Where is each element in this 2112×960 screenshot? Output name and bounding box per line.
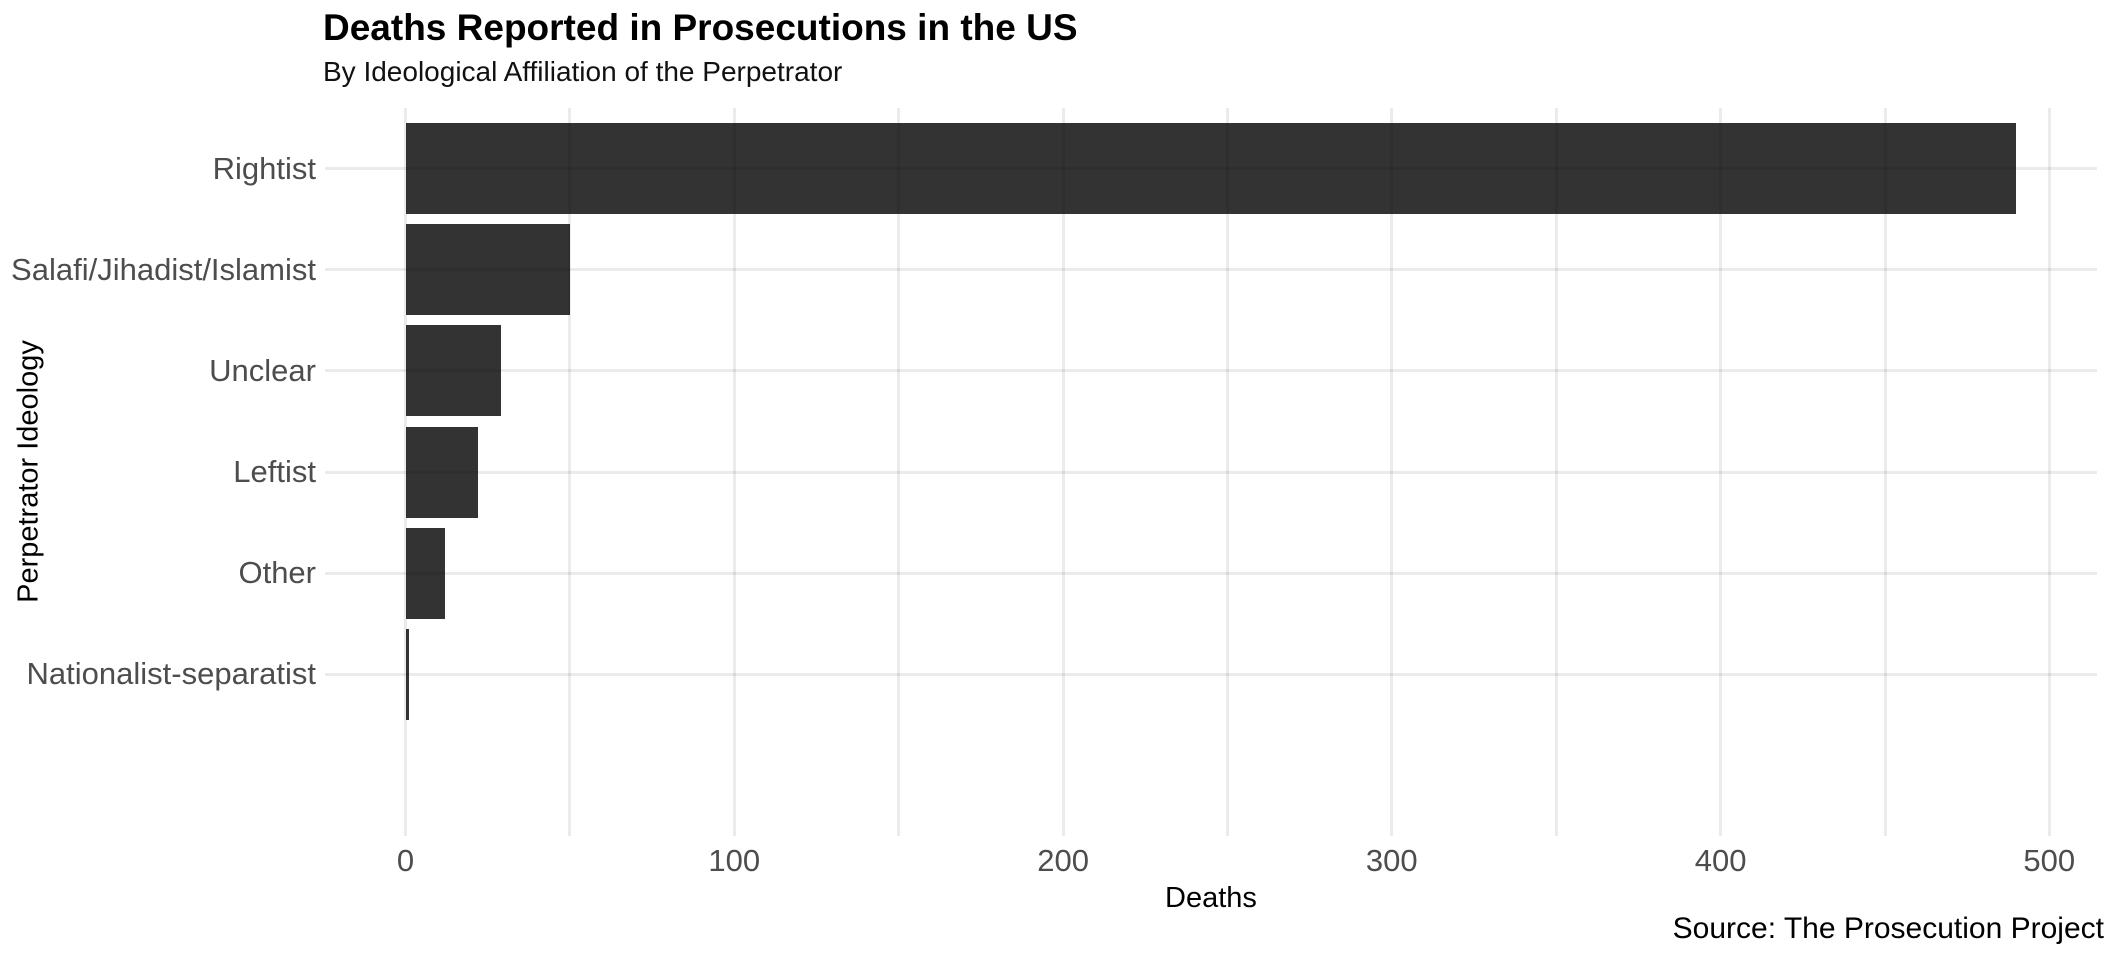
y-label-leftist: Leftist [233,454,316,489]
chart-title: Deaths Reported in Prosecutions in the U… [323,7,1078,48]
bar-unclear [405,325,501,417]
x-axis-title: Deaths [1165,882,1257,914]
gridline-x-150 [897,108,901,836]
x-tick-label-400: 400 [1694,843,1747,878]
y-axis-title: Perpetrator Ideology [12,340,45,603]
source-caption: Source: The Prosecution Project [1672,912,2104,945]
gridline-x-100 [732,108,736,836]
bar-nationalist-separatist [405,628,409,720]
gridline-x-400 [1719,108,1723,836]
gridline-y-salafi-jihadist-islamist [325,268,2097,272]
gridline-y-nationalist-separatist [325,672,2097,676]
y-label-nationalist-separatist: Nationalist-separatist [26,656,316,692]
gridline-x-0 [404,108,407,836]
plot-panel [325,108,2097,836]
y-label-salafi-jihadist-islamist: Salafi/Jihadist/Islamist [11,251,316,287]
gridline-y-other [325,571,2097,575]
gridline-x-450 [1883,108,1887,836]
bar-other [405,527,445,619]
bar-salafi-jihadist-islamist [405,224,570,316]
gridline-x-200 [1061,108,1065,836]
x-tick-label-100: 100 [708,843,761,878]
gridline-x-350 [1554,108,1558,836]
gridline-x-300 [1390,108,1394,836]
gridline-y-rightist [325,167,2097,171]
gridline-y-leftist [325,470,2097,474]
gridline-y-unclear [325,369,2097,373]
y-label-rightist: Rightist [212,150,316,186]
bar-leftist [405,426,478,518]
gridline-x-50 [568,108,572,836]
chart-subtitle: By Ideological Affiliation of the Perpet… [323,56,843,87]
y-label-other: Other [238,555,316,591]
gridline-x-250 [1225,108,1229,836]
y-label-unclear: Unclear [209,352,316,388]
x-tick-label-200: 200 [1037,843,1089,878]
x-tick-label-300: 300 [1365,843,1418,878]
gridline-x-500 [2047,108,2051,836]
x-tick-label-500: 500 [2023,843,2076,878]
bar-rightist [405,123,2017,215]
x-tick-label-0: 0 [396,843,415,878]
